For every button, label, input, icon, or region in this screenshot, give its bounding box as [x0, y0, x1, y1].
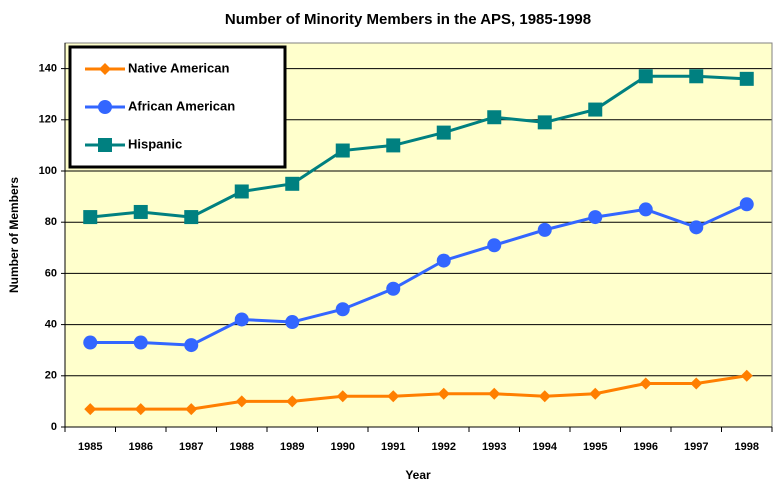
marker [134, 403, 147, 416]
x-tick-label: 1989 [280, 441, 304, 453]
marker [184, 338, 199, 353]
x-tick-label: 1996 [634, 441, 658, 453]
marker [537, 115, 552, 130]
y-tick-label: 40 [45, 319, 57, 331]
x-axis-title: Year [405, 468, 431, 482]
marker [588, 210, 603, 225]
x-tick-label: 1985 [78, 441, 102, 453]
x-tick-label: 1998 [735, 441, 759, 453]
y-tick-label: 0 [51, 421, 57, 433]
y-tick-label: 120 [39, 114, 57, 126]
marker [286, 395, 299, 408]
legend-label: African American [128, 98, 235, 113]
legend-label: Hispanic [128, 136, 182, 151]
y-tick-label: 80 [45, 216, 57, 228]
x-tick-label: 1994 [533, 441, 558, 453]
marker [285, 176, 300, 191]
marker [740, 369, 753, 382]
legend-label: Native American [128, 60, 229, 75]
marker [133, 335, 148, 350]
marker [133, 204, 148, 219]
marker [387, 390, 400, 403]
marker [538, 390, 551, 403]
x-tick-label: 1993 [482, 441, 506, 453]
y-tick-label: 140 [39, 63, 57, 75]
marker [639, 377, 652, 390]
marker [436, 125, 451, 140]
marker [537, 222, 552, 237]
marker [437, 387, 450, 400]
series-line [90, 374, 747, 411]
marker [386, 281, 401, 296]
marker [98, 100, 112, 114]
marker [739, 71, 754, 86]
marker [487, 110, 502, 125]
x-tick-label: 1986 [129, 441, 153, 453]
x-tick-label: 1997 [684, 441, 708, 453]
marker [638, 202, 653, 217]
marker [689, 69, 704, 84]
series-line [90, 74, 747, 219]
marker [234, 184, 249, 199]
marker [83, 335, 98, 350]
y-tick-label: 100 [39, 165, 57, 177]
y-tick-label: 20 [45, 370, 57, 382]
marker [487, 238, 502, 253]
chart-title: Number of Minority Members in the APS, 1… [225, 11, 591, 28]
x-tick-label: 1991 [381, 441, 405, 453]
x-tick-label: 1990 [331, 441, 355, 453]
marker [285, 315, 300, 330]
marker [739, 197, 754, 212]
marker [335, 143, 350, 158]
marker [336, 390, 349, 403]
marker [386, 138, 401, 153]
marker [488, 387, 501, 400]
marker [99, 63, 111, 75]
marker [690, 377, 703, 390]
marker [234, 312, 249, 327]
marker [184, 210, 199, 225]
marker [588, 102, 603, 117]
marker [436, 253, 451, 268]
y-tick-label: 60 [45, 267, 57, 279]
marker [83, 210, 98, 225]
x-tick-label: 1992 [432, 441, 456, 453]
marker [335, 302, 350, 317]
x-tick-label: 1987 [179, 441, 203, 453]
marker [185, 403, 198, 416]
marker [689, 220, 704, 235]
series-line [90, 202, 748, 347]
marker [638, 69, 653, 84]
x-tick-label: 1988 [230, 441, 254, 453]
marker [589, 387, 602, 400]
y-axis-title: Number of Members [7, 177, 21, 293]
marker [235, 395, 248, 408]
x-tick-label: 1995 [583, 441, 607, 453]
marker [98, 138, 112, 152]
marker [84, 403, 97, 416]
